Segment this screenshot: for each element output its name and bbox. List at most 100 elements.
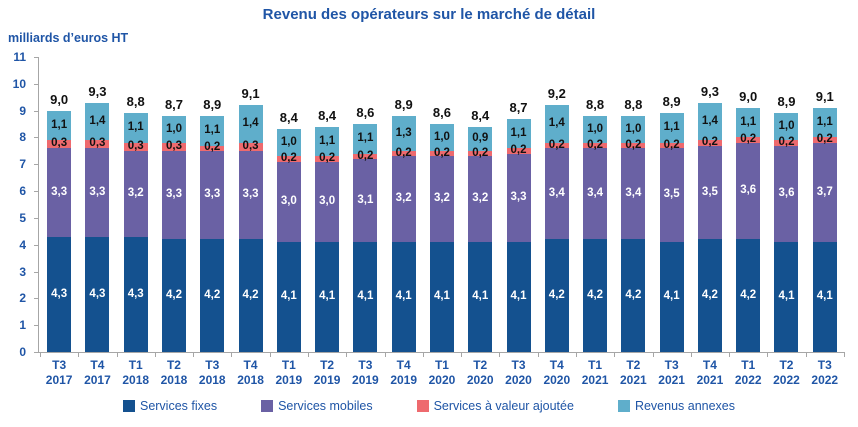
bar-segment: 0,2	[276, 153, 301, 164]
stacked-bar: 1,0 0,3 3,3 4,2	[161, 116, 186, 352]
bar-segment: 4,2	[697, 239, 722, 352]
bar-segment: 1,0	[774, 113, 799, 141]
bar-segment: 0,3	[123, 141, 148, 152]
x-axis-label-quarter: T2	[320, 358, 335, 372]
bar-segment: 3,3	[47, 148, 72, 237]
x-axis-label: T4 2019	[385, 358, 423, 388]
bar-segment: 0,2	[353, 150, 378, 161]
x-tick-mark	[614, 353, 616, 357]
x-axis-label-year: 2018	[160, 373, 188, 387]
bar-segment-label: 3,6	[778, 187, 795, 200]
bar-segment-label: 4,2	[701, 288, 718, 301]
x-tick-mark	[154, 353, 156, 357]
bar-segment: 0,2	[659, 139, 684, 150]
x-tick-mark	[422, 353, 424, 357]
y-tick-mark	[34, 191, 38, 193]
legend-item: Services mobiles	[261, 399, 373, 413]
bar-segment-label: 3,2	[472, 192, 489, 205]
bar-segment-label: 0,2	[472, 146, 489, 159]
stacked-bar: 1,3 0,2 3,2 4,1	[391, 116, 416, 352]
bar-segment-label: 3,4	[587, 187, 604, 200]
y-tick-mark	[34, 298, 38, 300]
bar-segment: 3,2	[429, 156, 454, 243]
bar-segment-label: 1,0	[625, 122, 642, 135]
x-axis-label-year: 2021	[696, 373, 724, 387]
bar-column: 8,9 1,1 0,2 3,5 4,1	[653, 57, 691, 352]
stacked-bar: 1,4 0,3 3,3 4,3	[85, 102, 110, 352]
bar-segment-label: 4,2	[625, 288, 642, 301]
bar-segment: 1,1	[47, 110, 72, 141]
x-axis-label-year: 2018	[122, 373, 150, 387]
bar-segment: 3,3	[85, 148, 110, 237]
x-axis-label-year: 2021	[620, 373, 647, 387]
bar-segment-label: 1,0	[165, 122, 182, 135]
x-axis-label: T2 2021	[614, 358, 652, 388]
x-axis-label-year: 2018	[237, 373, 264, 387]
stacked-bar: 1,4 0,2 3,4 4,2	[544, 105, 569, 352]
bar-segment: 1,1	[736, 107, 761, 138]
bar-segment: 1,0	[621, 116, 646, 143]
x-axis-label: T4 2020	[538, 358, 576, 388]
x-axis-label: T2 2022	[767, 358, 805, 388]
stacked-bar: 1,0 0,2 3,4 4,2	[621, 116, 646, 352]
bar-total-label: 9,1	[815, 88, 834, 104]
y-tick-mark	[34, 83, 38, 85]
bar-segment: 4,1	[774, 242, 799, 352]
x-axis-label-quarter: T3	[358, 358, 373, 372]
x-axis-label-year: 2019	[275, 373, 303, 387]
bar-segment: 3,4	[621, 148, 646, 240]
x-tick-mark	[844, 353, 845, 357]
bar-segment-label: 3,3	[51, 185, 68, 198]
bar-segment: 3,6	[774, 145, 799, 243]
stacked-bar: 1,1 0,2 3,5 4,1	[659, 113, 684, 352]
bar-total-label: 9,2	[547, 86, 566, 102]
stacked-bar: 1,1 0,2 3,6 4,2	[736, 107, 761, 352]
y-axis-unit-label: milliards d’euros HT	[8, 31, 129, 45]
bar-segment-label: 3,3	[165, 188, 182, 201]
bar-segment: 1,1	[506, 118, 531, 149]
bar-segment-label: 3,4	[548, 187, 565, 200]
bar-column: 9,1 1,1 0,2 3,7 4,1	[806, 57, 844, 352]
bar-total-label: 8,7	[509, 99, 528, 115]
y-tick-label: 11	[13, 50, 26, 64]
bar-segment-label: 0,3	[165, 140, 182, 153]
y-tick-mark	[34, 271, 38, 273]
bar-segment-label: 1,1	[51, 118, 68, 131]
x-axis-label-year: 2018	[198, 373, 226, 387]
bar-segment-label: 1,4	[548, 117, 565, 130]
y-tick-label: 5	[19, 210, 26, 225]
bar-segment: 1,1	[353, 124, 378, 154]
x-axis-label-year: 2020	[543, 373, 571, 387]
x-axis-label-year: 2022	[811, 373, 839, 387]
bar-column: 8,6 1,0 0,2 3,2 4,1	[423, 57, 461, 352]
bar-segment: 4,2	[621, 239, 646, 352]
bar-total-label: 8,4	[471, 107, 490, 123]
bar-segment-label: 0,2	[740, 133, 757, 146]
bar-segment: 1,1	[123, 113, 148, 143]
legend-item: Revenus annexes	[617, 399, 735, 413]
bar-total-label: 8,7	[164, 97, 184, 113]
x-axis-label-year: 2020	[428, 373, 456, 387]
y-tick-mark	[34, 57, 38, 58]
stacked-bar: 1,1 0,3 3,2 4,3	[123, 113, 148, 352]
y-tick-label: 2	[19, 291, 26, 306]
bar-segment-label: 0,2	[625, 138, 642, 151]
bar-segment-label: 4,2	[242, 288, 259, 301]
stacked-bar: 1,1 0,2 3,3 4,2	[200, 116, 225, 352]
bar-segment: 1,1	[659, 113, 684, 143]
bar-column: 8,7 1,1 0,2 3,3 4,1	[499, 57, 537, 352]
x-tick-mark	[346, 353, 348, 357]
bar-segment: 3,5	[659, 148, 684, 243]
bar-total-label: 8,6	[432, 105, 451, 121]
x-tick-mark	[308, 353, 309, 357]
bar-segment-label: 0,2	[663, 138, 680, 151]
bar-segment-label: 4,3	[89, 287, 106, 300]
x-axis-label-quarter: T4	[702, 358, 717, 372]
x-axis-label-year: 2021	[658, 373, 685, 387]
bar-segment: 0,2	[812, 134, 837, 145]
bar-segment: 1,3	[391, 116, 416, 151]
bar-column: 8,4 1,0 0,2 3,0 4,1	[270, 57, 308, 352]
stacked-bar: 0,9 0,2 3,2 4,1	[468, 126, 493, 352]
bar-segment: 0,2	[697, 137, 722, 148]
legend-label: Services fixes	[139, 399, 218, 413]
